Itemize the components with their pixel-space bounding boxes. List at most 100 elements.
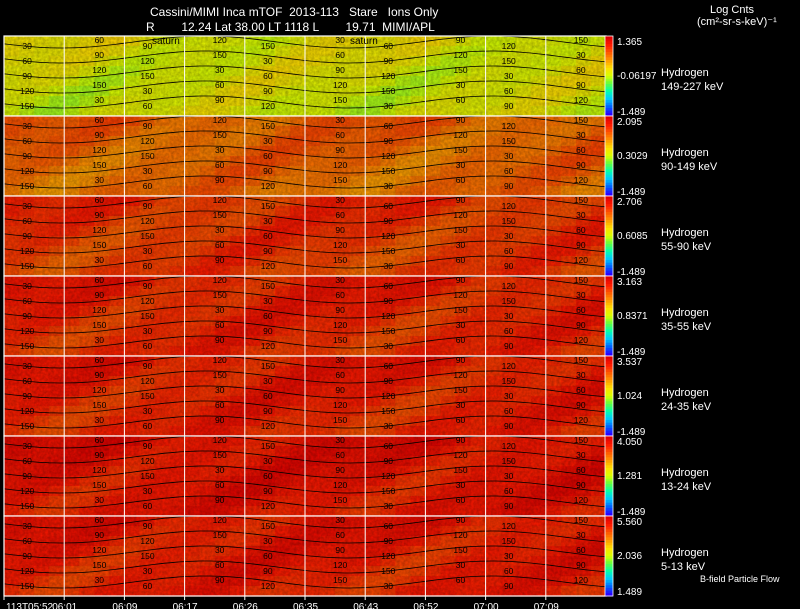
colorbar-segment xyxy=(605,324,613,328)
contour-label: 90 xyxy=(576,320,586,330)
contour-label: 90 xyxy=(456,515,466,525)
contour-label: 120 xyxy=(140,456,154,466)
saturn-marker: saturn xyxy=(152,36,180,47)
contour-label: 60 xyxy=(95,355,105,365)
contour-label: 30 xyxy=(456,240,466,250)
contour-label: 120 xyxy=(453,210,467,220)
contour-label: 120 xyxy=(213,275,227,285)
contour-label: 120 xyxy=(381,311,395,321)
colorbar-segment xyxy=(605,385,613,389)
contour-label: 60 xyxy=(384,41,394,51)
contour-label: 60 xyxy=(263,71,273,81)
contour-label: 60 xyxy=(263,151,273,161)
colorbar-segment xyxy=(605,334,613,338)
colorbar-segment xyxy=(605,49,613,53)
contour-label: 120 xyxy=(20,566,34,576)
contour-label: 120 xyxy=(574,495,588,505)
colorbar-segment xyxy=(605,145,613,149)
colorbar-segment xyxy=(605,281,613,285)
colorbar-segment xyxy=(605,201,613,205)
contour-label: 120 xyxy=(381,471,395,481)
panel-energy-label: 35-55 keV xyxy=(661,321,712,333)
contour-label: 30 xyxy=(215,545,225,555)
contour-label: 60 xyxy=(215,320,225,330)
contour-label: 150 xyxy=(502,136,516,146)
contour-label: 60 xyxy=(95,35,105,45)
colorbar-segment xyxy=(605,460,613,464)
colorbar-segment xyxy=(605,132,613,136)
contour-label: 150 xyxy=(20,181,34,191)
contour-label: 90 xyxy=(22,71,32,81)
colorbar-segment xyxy=(605,289,613,293)
colorbar-segment xyxy=(605,254,613,258)
contour-label: 60 xyxy=(263,391,273,401)
contour-label: 120 xyxy=(213,195,227,205)
colorbar-segment xyxy=(605,105,613,109)
contour-label: 120 xyxy=(574,575,588,585)
contour-label: 150 xyxy=(333,255,347,265)
colorbar-segment xyxy=(605,54,613,58)
contour-label: 30 xyxy=(576,130,586,140)
colorbar-segment xyxy=(605,470,613,474)
contour-label: 30 xyxy=(95,495,105,505)
colorbar-segment xyxy=(605,182,613,186)
contour-label: 60 xyxy=(456,255,466,265)
colorbar-segment xyxy=(605,353,613,357)
panel-0: 30 60 90 120 150 60 90 120 150 30 90 120 150 30 60 120 1… xyxy=(3,35,724,118)
contour-label: 90 xyxy=(504,101,514,111)
contour-label: 60 xyxy=(504,326,514,336)
contour-label: 60 xyxy=(143,101,153,111)
colorbar-segment xyxy=(605,500,613,504)
contour-label: 120 xyxy=(502,121,516,131)
contour-label: 120 xyxy=(20,166,34,176)
contour-label: 30 xyxy=(22,201,32,211)
contour-label: 120 xyxy=(92,65,106,75)
colorbar-segment xyxy=(605,212,613,216)
contour-label: 30 xyxy=(215,385,225,395)
contour-label: 60 xyxy=(504,246,514,256)
contour-label: 90 xyxy=(384,536,394,546)
colorbar-segment xyxy=(605,214,613,218)
colorbar-min-label: -1.489 xyxy=(617,187,646,198)
panel-energy-label: 149-227 keV xyxy=(661,81,724,93)
colorbar-segment xyxy=(605,206,613,210)
colorbar-segment xyxy=(605,68,613,72)
colorbar-segment xyxy=(605,454,613,458)
colorbar-segment xyxy=(605,164,613,168)
contour-label: 60 xyxy=(143,181,153,191)
contour-label: 150 xyxy=(453,65,467,75)
colorbar-segment xyxy=(605,409,613,413)
colorbar-mid-label: 0.6085 xyxy=(617,231,648,242)
contour-label: 90 xyxy=(384,376,394,386)
colorbar-segment xyxy=(605,534,613,538)
contour-label: 120 xyxy=(261,421,275,431)
colorbar-segment xyxy=(605,140,613,144)
colorbar-segment xyxy=(605,478,613,482)
contour-label: 120 xyxy=(502,521,516,531)
contour-label: 30 xyxy=(576,210,586,220)
colorbar-segment xyxy=(605,540,613,544)
colorbar-segment xyxy=(605,545,613,549)
contour-label: 120 xyxy=(453,530,467,540)
colorbar-max-label: 2.095 xyxy=(617,117,642,128)
contour-label: 120 xyxy=(92,145,106,155)
colorbar-segment xyxy=(605,550,613,554)
contour-label: 150 xyxy=(502,376,516,386)
colorbar-segment xyxy=(605,193,613,197)
contour-label: 150 xyxy=(261,441,275,451)
contour-label: 60 xyxy=(143,341,153,351)
colorbar-segment xyxy=(605,468,613,472)
contour-label: 90 xyxy=(335,545,345,555)
contour-label: 120 xyxy=(453,290,467,300)
contour-label: 120 xyxy=(333,80,347,90)
chart-subtitle: R 12.24 Lat 38.00 LT 1118 L 19.71 MIMI/A… xyxy=(146,20,435,34)
colorbar-segment xyxy=(605,241,613,245)
contour-label: 60 xyxy=(456,575,466,585)
colorbar-segment xyxy=(605,174,613,178)
contour-label: 120 xyxy=(502,361,516,371)
contour-label: 120 xyxy=(92,305,106,315)
colorbar-segment xyxy=(605,401,613,405)
contour-label: 90 xyxy=(143,281,153,291)
colorbar-segment xyxy=(605,380,613,384)
contour-label: 120 xyxy=(502,201,516,211)
